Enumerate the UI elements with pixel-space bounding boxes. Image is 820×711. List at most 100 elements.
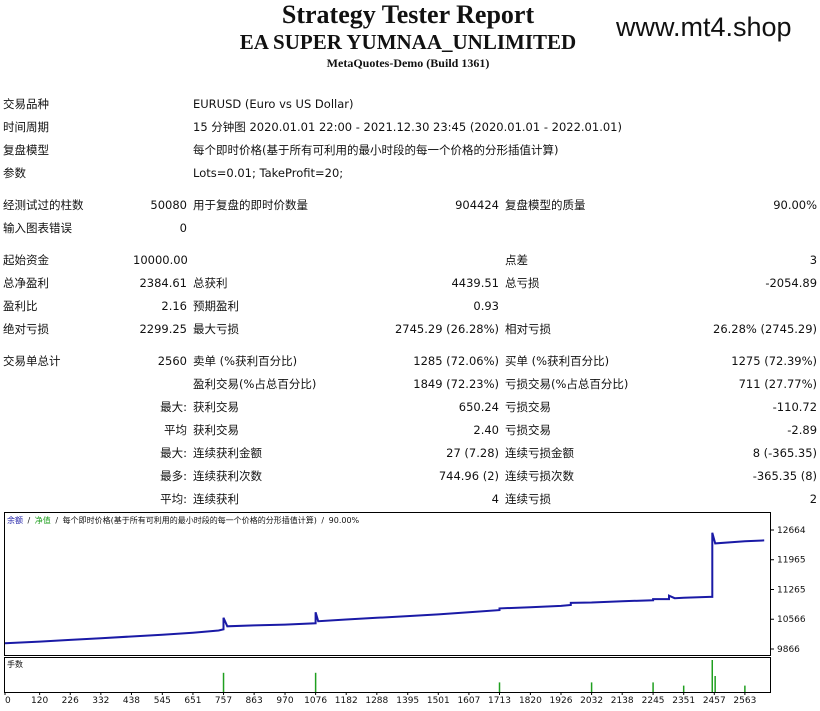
largest-profit-label: 获利交易 (193, 399, 239, 414)
quality-value: 90.00% (773, 197, 818, 212)
params-value: Lots=0.01; TakeProfit=20; (193, 165, 344, 180)
y-axis-ticks: 12664 11965 11265 10566 9866 (770, 526, 806, 655)
trades-label: 交易单总计 (3, 353, 61, 368)
params-label: 参数 (3, 165, 26, 180)
balance-series-line (4, 532, 765, 645)
abs-dd-label: 绝对亏损 (3, 321, 49, 336)
avg-cons-wins-label: 连续获利 (193, 491, 239, 506)
x-tick-label: 757 (215, 696, 232, 704)
period-value: 15 分钟图 2020.01.01 22:00 - 2021.12.30 23:… (193, 119, 622, 134)
x-tick-label: 1820 (519, 696, 542, 704)
net-label: 总净盈利 (3, 275, 49, 290)
max-prefix: 最大: (160, 399, 187, 414)
gross-loss-value: -2054.89 (765, 275, 818, 290)
row-profit-trades: 盈利交易(%占总百分比) 1849 (72.23%) 亏损交易(%占总百分比) … (0, 372, 820, 395)
max-cons-profit-value: 744.96 (2) (438, 468, 499, 483)
x-tick-label: 2138 (611, 696, 634, 704)
profit-trades-value: 1849 (72.23%) (413, 376, 499, 391)
legend-sep3: / (321, 516, 324, 525)
payoff-label: 预期盈利 (193, 298, 239, 313)
legend-line: 余额 / 净值 / 每个即时价格(基于所有可利用的最小时段的每一个价格的分形插值… (7, 515, 360, 525)
ticks-value: 904424 (455, 197, 499, 212)
x-tick-label: 1607 (457, 696, 480, 704)
payoff-value: 0.93 (473, 298, 499, 313)
x-tick-label: 2457 (703, 696, 726, 704)
row-bars: 经测试过的柱数 50080 用于复盘的即时价数量 904424 复盘模型的质量 … (0, 193, 820, 216)
rel-dd-label: 相对亏损 (505, 321, 551, 336)
model-label: 复盘模型 (3, 142, 49, 157)
deposit-value: 10000.00 (133, 252, 188, 267)
max-cons-wins-value: 27 (7.28) (446, 445, 499, 460)
loss-trades-value: 711 (27.77%) (738, 376, 818, 391)
max-cons-wins-label: 连续获利金额 (193, 445, 262, 460)
gross-profit-label: 总获利 (193, 275, 228, 290)
abs-dd-value: 2299.25 (139, 321, 187, 336)
net-value: 2384.61 (139, 275, 187, 290)
lots-frame (4, 657, 771, 693)
avg-cons-wins-value: 4 (491, 491, 499, 506)
report-table: 交易品种 EURUSD (Euro vs US Dollar) 时间周期 15 … (0, 92, 820, 510)
x-tick-label: 2563 (733, 696, 756, 704)
row-drawdown: 绝对亏损 2299.25 最大亏损 2745.29 (26.28%) 相对亏损 … (0, 317, 820, 340)
spread-label: 点差 (505, 252, 528, 267)
symbol-value: EURUSD (Euro vs US Dollar) (193, 96, 354, 111)
row-deposit: 起始资金 10000.00 点差 3 (0, 248, 820, 271)
x-tick-label: 651 (184, 696, 201, 704)
avg-cons-losses-value: 2 (809, 491, 818, 506)
row-pf: 盈利比 2.16 预期盈利 0.93 (0, 294, 820, 317)
profit-trades-label: 盈利交易(%占总百分比) (193, 376, 317, 391)
long-label: 买单 (%获利百分比) (505, 353, 610, 368)
balance-chart: 余额 / 净值 / 每个即时价格(基于所有可利用的最小时段的每一个价格的分形插值… (4, 512, 816, 704)
largest-profit-value: 650.24 (458, 399, 499, 414)
x-tick-label: 2245 (642, 696, 665, 704)
max-cons-loss-value: -365.35 (8) (752, 468, 818, 483)
x-tick-label: 1288 (365, 696, 388, 704)
legend-sep2: / (55, 516, 58, 525)
avg-profit-label: 获利交易 (193, 422, 239, 437)
spread-value: 3 (809, 252, 818, 267)
long-value: 1275 (72.39%) (731, 353, 818, 368)
x-tick-label: 0 (5, 696, 11, 704)
x-tick-label: 970 (276, 696, 293, 704)
row-average: 平均 获利交易 2.40 亏损交易 -2.89 (0, 418, 820, 441)
avg2-prefix: 平均: (160, 491, 187, 506)
period-label: 时间周期 (3, 119, 49, 134)
row-params: 参数 Lots=0.01; TakeProfit=20; (0, 161, 820, 184)
x-axis-ticks: 0 120 226 332 438 545 651 757 863 970 1076 1182 1288… (4, 692, 756, 704)
ea-name: EA SUPER YUMNAA_UNLIMITED (239, 30, 577, 54)
rel-dd-value: 26.28% (2745.29) (713, 321, 818, 336)
max-dd-value: 2745.29 (26.28%) (394, 321, 499, 336)
deposit-label: 起始资金 (3, 252, 49, 267)
bars-value: 50080 (150, 197, 187, 212)
row-max-consecutive: 最大: 连续获利金额 27 (7.28) 连续亏损金额 8 (-365.35) (0, 441, 820, 464)
x-tick-label: 1501 (427, 696, 450, 704)
row-avg-consecutive: 平均: 连续获利 4 连续亏损 2 (0, 487, 820, 510)
x-tick-label: 1713 (488, 696, 511, 704)
bars-label: 经测试过的柱数 (3, 197, 84, 212)
y-tick-label: 12664 (777, 526, 806, 536)
x-tick-label: 545 (154, 696, 171, 704)
loss-trades-label: 亏损交易(%占总百分比) (505, 376, 629, 391)
model-value: 每个即时价格(基于所有可利用的最小时段的每一个价格的分形插值计算) (193, 142, 559, 157)
avg-cons-losses-label: 连续亏损 (505, 491, 551, 506)
max-cons-loss-label: 连续亏损次数 (505, 468, 574, 483)
avg-profit-value: 2.40 (473, 422, 499, 437)
row-largest: 最大: 获利交易 650.24 亏损交易 -110.72 (0, 395, 820, 418)
short-label: 卖单 (%获利百分比) (193, 353, 298, 368)
largest-loss-value: -110.72 (772, 399, 818, 414)
short-value: 1285 (72.06%) (413, 353, 499, 368)
row-model: 复盘模型 每个即时价格(基于所有可利用的最小时段的每一个价格的分形插值计算) (0, 138, 820, 161)
legend-equity: 净值 (35, 515, 51, 525)
row-most-consecutive: 最多: 连续获利次数 744.96 (2) 连续亏损次数 -365.35 (8) (0, 464, 820, 487)
errors-label: 输入图表错误 (3, 220, 72, 235)
row-net: 总净盈利 2384.61 总获利 4439.51 总亏损 -2054.89 (0, 271, 820, 294)
lots-label: 手数 (7, 659, 23, 669)
x-tick-label: 1395 (396, 696, 419, 704)
pf-value: 2.16 (161, 298, 187, 313)
avg-loss-value: -2.89 (787, 422, 818, 437)
x-tick-label: 438 (123, 696, 140, 704)
row-symbol: 交易品种 EURUSD (Euro vs US Dollar) (0, 92, 820, 115)
x-tick-label: 226 (62, 696, 79, 704)
gross-loss-label: 总亏损 (505, 275, 540, 290)
build-info: MetaQuotes-Demo (Build 1361) (326, 56, 490, 70)
